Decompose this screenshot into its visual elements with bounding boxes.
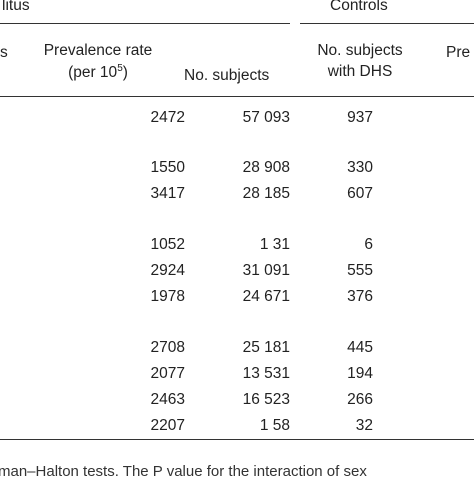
cell-prevalence: 2708 bbox=[150, 339, 185, 356]
cell-subjects: 1 31 bbox=[259, 236, 290, 253]
group-header-rule-left bbox=[0, 23, 290, 24]
group-header-rule-right bbox=[300, 23, 474, 24]
cell-prevalence: 1052 bbox=[150, 236, 185, 253]
cell-subjects: 25 181 bbox=[242, 339, 290, 356]
cell-subjects: 28 908 bbox=[242, 159, 290, 176]
cell-subjects: 57 093 bbox=[242, 109, 290, 126]
cell-prevalence: 2472 bbox=[150, 109, 185, 126]
prevalence-unit-prefix: (per 10 bbox=[68, 64, 118, 81]
table-footnote: man–Halton tests. The P value for the in… bbox=[0, 463, 367, 480]
cell-prevalence: 3417 bbox=[150, 185, 185, 202]
cell-dhs: 266 bbox=[347, 391, 373, 408]
cell-dhs: 6 bbox=[364, 236, 373, 253]
cell-subjects: 13 531 bbox=[242, 365, 290, 382]
cell-prevalence: 2077 bbox=[150, 365, 185, 382]
column-header-rule bbox=[0, 96, 474, 97]
column-header-right-fragment: Pre bbox=[446, 44, 471, 61]
cell-prevalence: 1550 bbox=[150, 159, 185, 176]
cell-subjects: 16 523 bbox=[242, 391, 290, 408]
prevalence-unit-suffix: ) bbox=[122, 64, 128, 81]
column-header-dhs-line1: No. subjects bbox=[317, 42, 403, 59]
cell-prevalence: 2463 bbox=[150, 391, 185, 408]
column-header-subjects: No. subjects bbox=[184, 67, 270, 84]
prevalence-unit-exponent: 5 bbox=[117, 63, 123, 74]
column-header-left-fragment: s bbox=[0, 44, 8, 61]
cell-prevalence: 1978 bbox=[150, 288, 185, 305]
cell-dhs: 194 bbox=[347, 365, 373, 382]
column-header-prevalence: Prevalence rate (per 105) bbox=[18, 42, 178, 82]
cell-subjects: 28 185 bbox=[242, 185, 290, 202]
cell-prevalence: 2924 bbox=[150, 262, 185, 279]
cell-dhs: 937 bbox=[347, 109, 373, 126]
cell-dhs: 330 bbox=[347, 159, 373, 176]
group-header-diabetes: litus bbox=[2, 0, 30, 14]
column-header-dhs: No. subjects with DHS bbox=[305, 42, 415, 81]
table-bottom-rule bbox=[0, 439, 474, 440]
cell-prevalence: 2207 bbox=[150, 417, 185, 434]
cell-dhs: 445 bbox=[347, 339, 373, 356]
cell-subjects: 31 091 bbox=[242, 262, 290, 279]
group-header-controls: Controls bbox=[330, 0, 388, 14]
cell-dhs: 32 bbox=[355, 417, 373, 434]
cell-dhs: 376 bbox=[347, 288, 373, 305]
cell-dhs: 555 bbox=[347, 262, 373, 279]
column-header-prevalence-line2: (per 105) bbox=[18, 63, 178, 82]
cell-subjects: 1 58 bbox=[259, 417, 290, 434]
cell-dhs: 607 bbox=[347, 185, 373, 202]
cell-subjects: 24 671 bbox=[242, 288, 290, 305]
column-header-prevalence-line1: Prevalence rate bbox=[43, 42, 153, 59]
column-header-dhs-line2: with DHS bbox=[327, 63, 393, 80]
